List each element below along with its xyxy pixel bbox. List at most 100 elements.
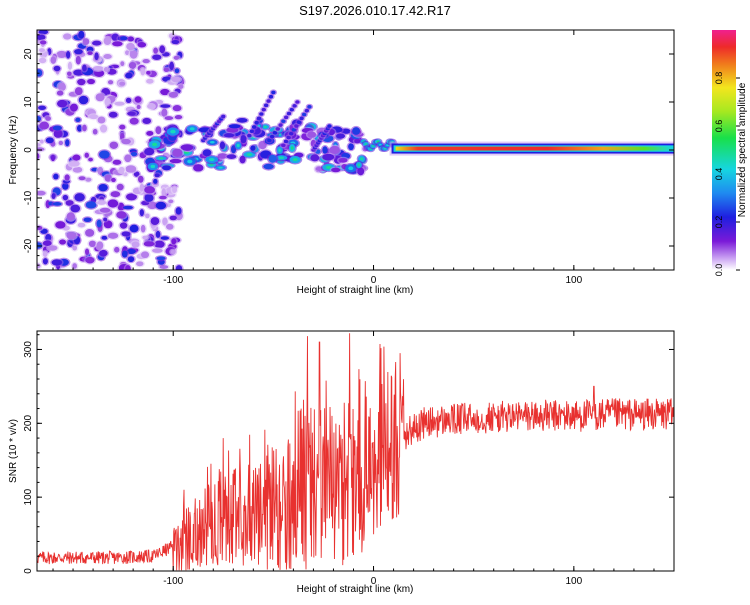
heatmap-blob [162,217,168,226]
heatmap-blob [37,153,40,160]
heatmap-blob [111,177,116,183]
heatmap-blob [278,148,282,153]
heatmap-blob [136,104,141,110]
heatmap-blob [291,128,297,132]
heatmap-blob [348,143,354,151]
heatmap-blob [65,139,70,147]
heatmap-blob [175,265,183,270]
heatmap-blob [72,263,77,269]
heatmap-blob [263,103,269,108]
heatmap-blob [92,128,98,135]
heatmap-blob [131,241,140,248]
heatmap-blob [37,190,46,196]
heatmap-blob [85,256,95,264]
heatmap-blob [98,183,108,192]
heatmap-blob [63,33,72,40]
heatmap-blob [162,165,172,171]
heatmap-blob [134,96,142,103]
heatmap-blob [352,127,361,135]
heatmap-blob [155,201,167,210]
heatmap-blob [99,124,108,133]
heatmap-blob [107,199,119,208]
heatmap-blob [112,41,123,47]
heatmap-blob [142,235,149,240]
heatmap-blob [171,40,180,45]
colorbar-label: Normalized spectral amplitude [737,82,748,217]
heatmap-blob [42,251,48,257]
heatmap-blob [125,265,131,270]
heatmap-blob [187,159,193,164]
heatmap-blob [83,217,92,223]
heatmap-blob [107,232,119,239]
heatmap-blob [37,147,45,152]
y-tick-label: 100 [23,488,34,505]
x-tick-label: -100 [163,576,183,587]
heatmap-blob [169,158,182,164]
heatmap-blob [45,116,52,121]
heatmap-blob [307,131,317,138]
heatmap-blob [50,154,56,162]
snr-axes-ticks: -100 0 100 0 100 200 300 [23,331,675,587]
heatmap-blob [267,138,272,143]
x-tick-label: -100 [163,275,183,286]
heatmap-blob [271,90,276,95]
heatmap-blob [88,157,93,162]
heatmap-blob [236,143,240,148]
heatmap-blob [109,141,119,149]
colorbar-tick-label: 0.8 [714,72,724,85]
heatmap-blob [250,145,256,151]
heatmap-blob [104,98,110,106]
heatmap-blob [67,61,73,70]
heatmap-blob [119,222,128,229]
heatmap-blob [290,146,294,150]
heatmap-blob [59,239,66,245]
heatmap-blob [37,115,42,122]
heatmap-blob [56,50,68,59]
heatmap-blob [246,153,253,156]
heatmap-blob [130,152,138,157]
heatmap-blob [281,143,286,147]
heatmap-blob [82,124,87,132]
heatmap-x-label: Height of straight line (km) [297,285,414,296]
snr-y-label: SNR (10 * v/v) [8,419,19,483]
heatmap-blob [171,238,177,245]
heatmap-blob [88,240,97,248]
heatmap-blob [37,242,43,249]
heatmap-blob [193,164,204,172]
heatmap-blob [259,112,264,116]
snr-x-label: Height of straight line (km) [297,584,414,595]
heatmap-blob [52,125,62,131]
heatmap-blob [145,213,150,219]
ridge-core [395,146,672,151]
heatmap-blob [272,130,278,135]
heatmap-blob [119,124,126,130]
heatmap-blob [168,91,179,98]
heatmap-blob [325,165,332,169]
heatmap-blob [236,117,248,123]
heatmap-blob [269,134,275,139]
heatmap-blob [331,167,341,173]
heatmap-blob [78,176,86,181]
heatmap-blob [127,111,136,116]
heatmap-blob [69,160,80,167]
heatmap-blob [268,94,274,99]
heatmap-blob [74,193,85,202]
heatmap-blob [249,129,254,134]
heatmap-blob [37,69,43,77]
heatmap-blob [42,240,52,246]
heatmap-blob [329,145,340,155]
heatmap-blob [103,36,112,46]
heatmap-blob [158,157,164,160]
heatmap-blob [37,34,46,41]
heatmap-blob [114,246,120,253]
heatmap-blob [121,231,131,237]
y-tick-label: 300 [23,341,34,358]
heatmap-blob [307,105,312,109]
heatmap-blob [82,38,90,46]
heatmap-blob [110,191,121,198]
heatmap-blob [263,163,274,170]
heatmap-blob [64,174,70,181]
heatmap-blob [266,99,271,103]
heatmap-blob [52,202,62,206]
